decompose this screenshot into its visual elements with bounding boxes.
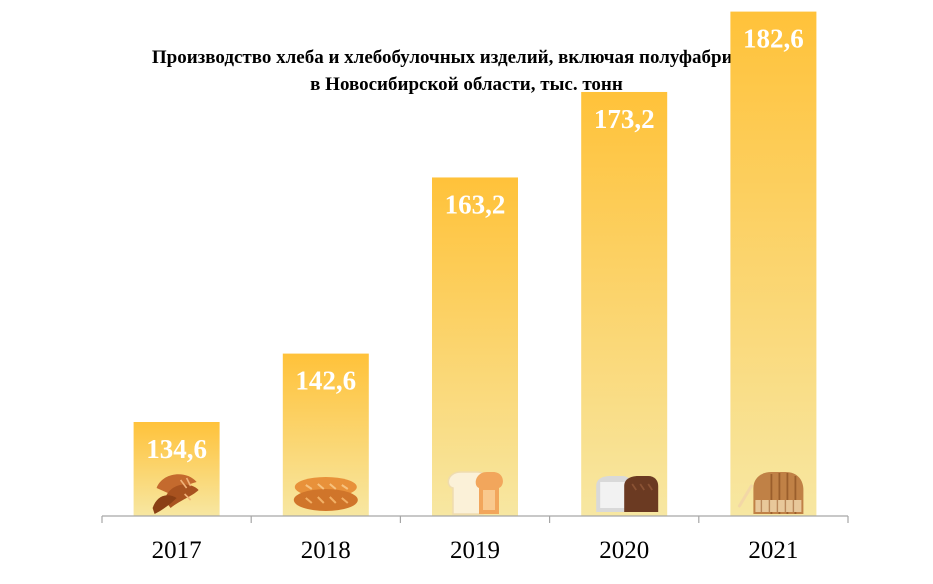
x-tick-label-2021: 2021 — [748, 537, 798, 564]
chart-title-line-1: Производство хлеба и хлебобулочных издел… — [151, 47, 782, 68]
x-tick-label-2020: 2020 — [599, 537, 649, 564]
bar-2021 — [730, 11, 817, 516]
baguette-icon — [293, 477, 358, 511]
x-tick-label-2019: 2019 — [450, 537, 500, 564]
bar-value-label-2019: 163,2 — [445, 189, 506, 219]
bread-loaves-icon — [596, 476, 659, 512]
bar-value-label-2021: 182,6 — [743, 24, 804, 54]
toast-bread-icon — [447, 471, 503, 515]
bar-2020 — [581, 91, 668, 516]
bar-value-label-2017: 134,6 — [146, 434, 207, 464]
sliced-bread-icon — [737, 472, 804, 514]
x-tick-label-2018: 2018 — [301, 537, 351, 564]
bar-2019 — [432, 177, 518, 516]
x-tick-label-2017: 2017 — [152, 537, 202, 564]
chart-title-line-2: в Новосибирской области, тыс. тонн — [310, 74, 623, 95]
bar-value-label-2018: 142,6 — [295, 366, 356, 396]
chart-title: Производство хлеба и хлебобулочных издел… — [0, 44, 933, 98]
croissant-icon — [152, 474, 199, 514]
bar-value-label-2020: 173,2 — [594, 104, 655, 134]
